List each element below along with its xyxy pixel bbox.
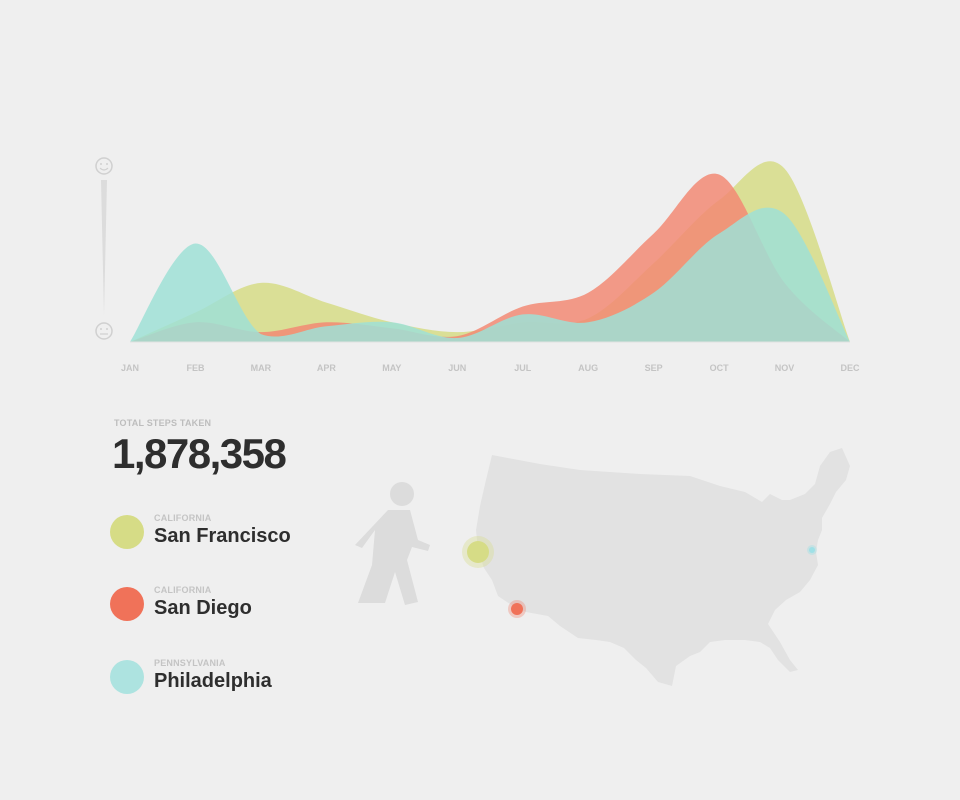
month-tick-label: NOV <box>775 363 795 373</box>
legend-item-san-francisco: CALIFORNIA San Francisco <box>110 513 370 555</box>
mood-scale <box>95 157 113 340</box>
map-marker-san-francisco <box>462 536 494 568</box>
us-outline <box>476 448 850 686</box>
month-tick-label: JAN <box>121 363 139 373</box>
us-map <box>355 448 850 686</box>
month-tick-label: DEC <box>840 363 860 373</box>
month-tick-label: AUG <box>578 363 598 373</box>
month-tick-label: MAY <box>382 363 401 373</box>
legend-state: CALIFORNIA <box>154 585 212 595</box>
legend-item-san-diego: CALIFORNIA San Diego <box>110 585 370 627</box>
steps-area-chart: JAN FEB MAR APR MAY JUN JUL AUG SEP OCT NOV DEC <box>95 157 860 373</box>
legend-state: CALIFORNIA <box>154 513 212 523</box>
neutral-face-icon <box>95 322 113 340</box>
series-area-philadelphia <box>130 207 850 342</box>
month-tick-label: JUN <box>448 363 466 373</box>
map-marker-san-diego <box>508 600 526 618</box>
month-tick-label: JUL <box>514 363 532 373</box>
walking-person-icon <box>355 482 430 605</box>
legend-state: PENNSYLVANIA <box>154 658 226 668</box>
map-marker-philadelphia <box>807 545 817 555</box>
total-steps-value: 1,878,358 <box>112 430 287 477</box>
month-tick-label: MAR <box>251 363 272 373</box>
legend-city: San Diego <box>154 597 252 619</box>
legend-item-philadelphia: PENNSYLVANIA Philadelphia <box>110 658 370 700</box>
total-steps-label: TOTAL STEPS TAKEN <box>114 418 212 428</box>
legend-city: San Francisco <box>154 525 291 547</box>
scale-bar <box>101 180 107 315</box>
legend-dot-philadelphia <box>110 660 144 694</box>
legend-dot-san-diego <box>110 587 144 621</box>
legend-dot-san-francisco <box>110 515 144 549</box>
month-tick-label: OCT <box>710 363 730 373</box>
month-tick-label: APR <box>317 363 337 373</box>
month-tick-label: FEB <box>186 363 205 373</box>
month-tick-label: SEP <box>645 363 663 373</box>
legend-city: Philadelphia <box>154 670 272 692</box>
happy-face-icon <box>95 157 113 175</box>
